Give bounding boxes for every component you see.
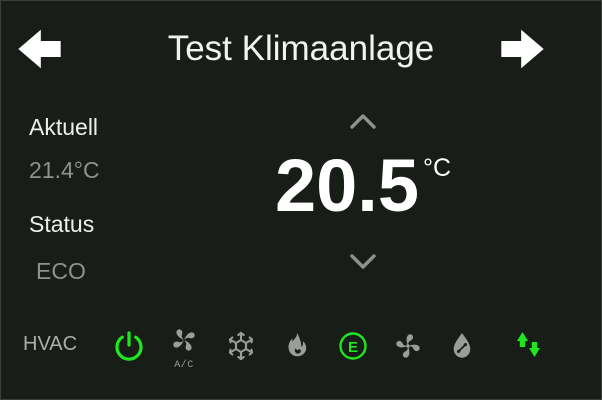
svg-text:E: E: [348, 339, 358, 356]
